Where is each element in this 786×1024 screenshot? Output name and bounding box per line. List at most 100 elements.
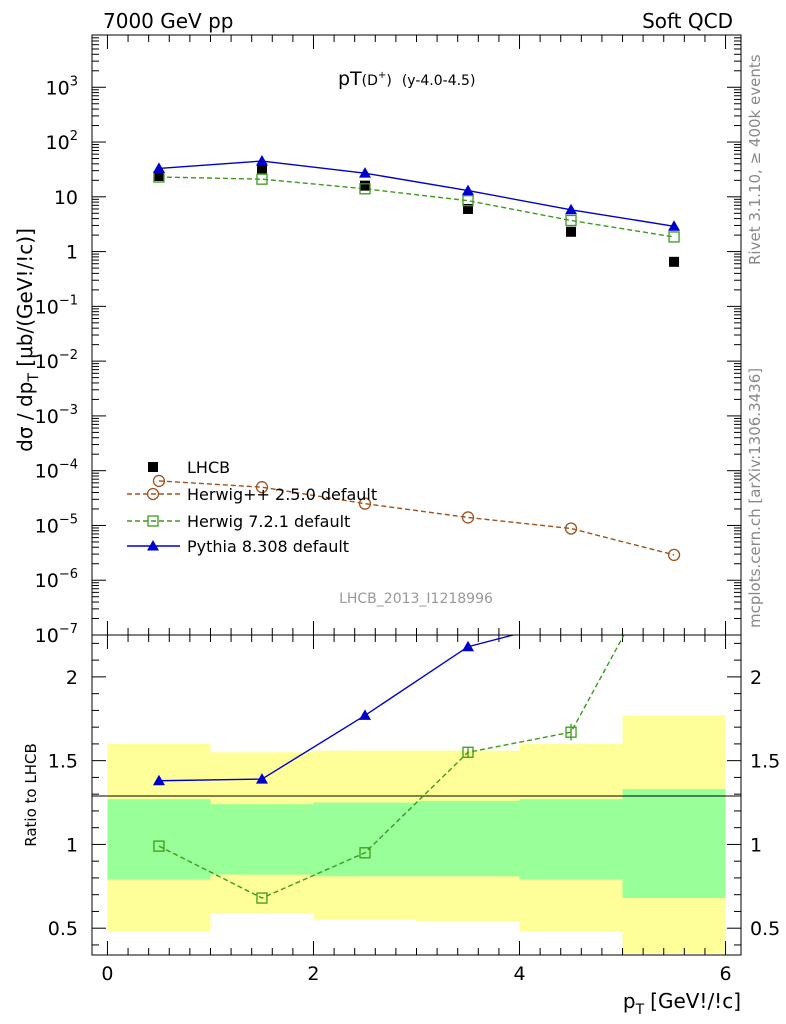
legend-label-lhcb: LHCB [187,458,230,477]
point-lhcb [256,163,267,174]
top-ytick-label: 10 [54,187,78,209]
point-pythia [565,203,578,215]
band-inner [210,804,314,875]
title-close: ) [386,73,391,89]
top-ytick-label: 102 [46,129,78,154]
ratio-ytick-label-right: 0.5 [750,918,780,940]
point-herwigpp [358,497,372,510]
ratio-ytick-label-left: 2 [66,667,78,689]
xtick-label: 6 [720,963,732,985]
ytick-base: 10 [46,77,70,99]
legend-marker-herwigpp [146,487,160,501]
legend-marker-lhcb [148,462,158,472]
top-ytick-label: 10−1 [35,293,78,318]
ytick-exp: −1 [59,293,78,308]
watermark: LHCB_2013_I1218996 [339,591,493,607]
point-pythia [668,220,681,231]
point-pythia [462,184,475,196]
band-inner [519,799,623,880]
ytick-base: 10 [35,406,59,428]
top-ytick-label: 10−5 [35,512,78,537]
point-herwig7 [256,173,268,185]
ytick-base: 10 [35,351,59,373]
band-inner [313,802,417,877]
point-pythia [255,155,268,166]
ytick-exp: −6 [59,567,78,582]
ytick-exp: −2 [59,348,78,363]
title-sup: + [378,70,386,81]
ytick-base: 10 [35,515,59,537]
ratio-point-pythia [358,709,371,720]
x-axis-label: pT [GeV!/!c] [623,989,741,1018]
point-herwigpp [564,522,578,535]
point-herwig7 [462,195,474,207]
ytick-exp: −3 [59,403,78,418]
ytick-exp: 3 [70,74,78,89]
top-ytick-label: 10−2 [35,348,78,373]
xtick-label: 4 [513,963,525,985]
title-range: (y-4.0-4.5) [402,73,476,89]
point-herwigpp [152,474,166,488]
ytick-base: 10 [35,570,59,592]
legend-label-pythia: Pythia 8.308 default [187,537,349,556]
ratio-point-herwig7 [359,847,371,859]
point-lhcb [669,256,680,267]
band-inner [107,799,211,880]
point-herwig7 [668,231,680,243]
top-ylabel-sub: T [26,373,42,383]
top-ylabel-unit: [μb/(GeV!/!c)] [13,228,37,373]
point-herwig7 [565,214,577,227]
point-herwigpp [461,511,475,524]
ratio-point-pythia [152,774,165,786]
ratio-point-herwig7 [462,746,474,758]
series-line-herwig7 [158,176,675,238]
ratio-ytick-label-right: 2 [750,667,762,689]
legend-label-herwig7: Herwig 7.2.1 default [187,512,350,531]
title-sub: (D [362,73,378,89]
ytick-base: 10 [35,296,59,318]
ytick-base: 10 [35,625,59,647]
ratio-line-herwig7 [158,635,625,899]
top-ytick-label: 10−6 [35,567,78,592]
series-line-herwigpp [158,480,675,556]
top-panel: pT(D+) (y-4.0-4.5) dσ / dpT [μb/(GeV!/!c… [13,34,742,647]
xlabel-unit: [GeV!/!c] [650,989,741,1013]
ratio-ytick-label-left: 1 [66,834,78,856]
top-ytick-label: 103 [46,74,78,99]
point-herwigpp [255,481,269,494]
point-herwig7 [359,183,371,195]
band-inner [622,789,726,899]
legend-marker-pythia [147,540,159,551]
ytick-base: 10 [46,132,70,154]
ratio-point-herwig7 [153,840,165,852]
point-lhcb [463,203,474,214]
ratio-point-herwig7 [256,892,268,904]
ratio-ytick-label-right: 1.5 [750,751,780,773]
xtick-label: 2 [307,963,319,985]
point-lhcb [153,170,164,181]
bottom-frame [91,634,742,956]
band-inner [416,800,520,877]
point-herwigpp [667,548,681,562]
ratio-ytick-label-left: 0.5 [48,918,78,940]
header-left: 7000 GeV pp [103,9,234,33]
xtick-label: 0 [101,963,113,985]
top-ylabel-text: dσ / dp [13,382,37,452]
top-ylabel: dσ / dpT [μb/(GeV!/!c)] [13,228,42,452]
series-line-pythia [158,160,675,227]
legend-marker-herwig7 [147,515,159,527]
top-ytick-label: 10−7 [35,622,78,647]
xlabel-sub: T [635,1002,645,1018]
top-ytick-label: 1 [66,242,78,264]
legend-label-herwigpp: Herwig++ 2.5.0 default [187,485,377,504]
point-pythia [152,162,165,173]
ytick-exp: −7 [59,622,78,637]
ratio-point-pythia [255,773,268,784]
ratio-ytick-label-left: 1.5 [48,751,78,773]
ytick-exp: 2 [70,129,78,144]
point-lhcb [566,226,577,237]
top-ytick-label: 10−3 [35,403,78,428]
title-main: pT [338,68,362,90]
ytick-exp: −5 [59,512,78,527]
